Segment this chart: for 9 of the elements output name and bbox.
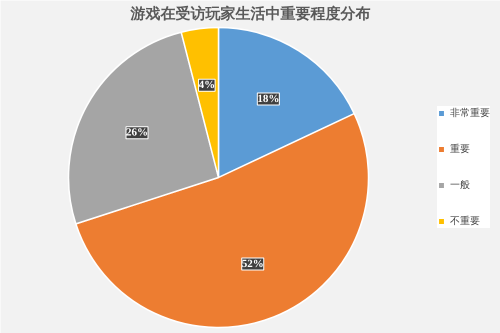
legend-label: 重要 bbox=[450, 142, 470, 156]
legend-label: 不重要 bbox=[450, 214, 480, 228]
legend-label: 一般 bbox=[450, 178, 470, 192]
data-label: 52% bbox=[242, 258, 264, 270]
data-label: 26% bbox=[126, 126, 148, 139]
data-label: 4% bbox=[198, 79, 216, 92]
data-label: 18% bbox=[257, 92, 280, 105]
legend-label: 非常重要 bbox=[450, 106, 490, 120]
chart-title: 游戏在受访玩家生活中重要程度分布 bbox=[130, 4, 370, 22]
